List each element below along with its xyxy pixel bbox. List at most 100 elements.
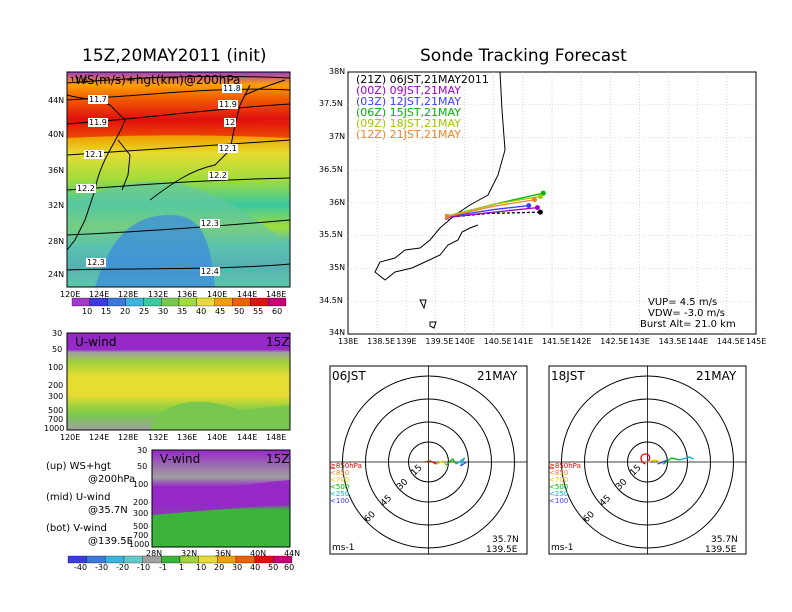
vbar-tick: 30: [232, 563, 243, 572]
colorbar-swatch: [161, 297, 180, 307]
map-lat-28: 28N: [48, 237, 65, 246]
track-lon-label: 144.5E: [716, 337, 745, 346]
hodo-trace: [424, 460, 437, 465]
contour-label: 12.2: [208, 171, 228, 180]
legend-entry: (09Z) 18JST,21MAY: [356, 117, 461, 130]
v-lat-36: 36N: [215, 549, 232, 558]
colorbar-swatch: [86, 555, 106, 564]
track-lat: 34.5N: [319, 296, 343, 305]
u-p1000: 1000: [44, 424, 65, 433]
track-lon-label: 143.5E: [658, 337, 687, 346]
colorbar-tick: 60: [272, 307, 283, 316]
track-endpoint: [537, 209, 543, 215]
u-wind-cross-section: [66, 332, 291, 431]
v-wind-label: V-wind: [160, 452, 201, 466]
track-lat: 35N: [329, 263, 346, 272]
track-endpoint: [532, 197, 538, 203]
contour-label: 11.8: [222, 84, 242, 93]
track-lon-label: 139E: [396, 337, 417, 346]
track-line: [447, 206, 538, 219]
pressure-legend-entry: <250: [549, 490, 569, 498]
u-lon-148: 148E: [266, 433, 287, 442]
contour-label: 12.1: [218, 144, 238, 153]
u-p50: 50: [52, 345, 63, 354]
track-start: [445, 214, 450, 219]
track-lon-label: 138.5E: [367, 337, 396, 346]
pressure-legend-entry: <850: [330, 469, 350, 477]
map-lon-144: 144E: [237, 290, 258, 299]
map-lon-124: 124E: [89, 290, 110, 299]
u-p700: 700: [48, 415, 64, 424]
note-bot-2: @139.5E: [88, 536, 133, 547]
track-lon-label: 140E: [454, 337, 475, 346]
legend-entry: (12Z) 21JST,21MAY: [356, 128, 461, 141]
hodo-right-unit: ms-1: [551, 543, 574, 553]
contour-label: 12.4: [200, 267, 220, 276]
track-lat: 37.5N: [319, 99, 343, 108]
note-up-1: (up) WS+hgt: [46, 461, 111, 472]
colorbar-tick: 55: [253, 307, 264, 316]
map-lon-128: 128E: [118, 290, 139, 299]
track-lat: 36N: [329, 198, 346, 207]
u-lon-144: 144E: [237, 433, 258, 442]
u-p30: 30: [52, 329, 63, 338]
legend-entry: (21Z) 06JST,21MAY2011: [356, 73, 489, 86]
map-lat-44: 44N: [48, 96, 65, 105]
colorbar-tick: 20: [120, 307, 131, 316]
map-lon-132: 132E: [148, 290, 169, 299]
vbar-tick: 50: [268, 563, 279, 572]
vbar-tick: -1: [159, 563, 167, 572]
hodo-right-lon: 139.5E: [705, 545, 737, 555]
colorbar-tick: 45: [215, 307, 226, 316]
map-lat-24: 24N: [48, 270, 65, 279]
hodo-left-time: 06JST: [332, 369, 366, 383]
vbar-tick: 40: [250, 563, 261, 572]
bottom-colorbar: [67, 555, 293, 564]
colorbar-tick: 25: [139, 307, 150, 316]
track-lat: 36.5N: [319, 165, 343, 174]
u-lon-132: 132E: [148, 433, 169, 442]
v-p300: 300: [133, 509, 149, 518]
colorbar-swatch: [89, 297, 108, 307]
u-lon-128: 128E: [118, 433, 139, 442]
colorbar-tick: 40: [196, 307, 207, 316]
track-lon-label: 145E: [746, 337, 767, 346]
v-wind-time: 15Z: [266, 452, 290, 466]
track-line: [447, 211, 541, 219]
v-p100: 100: [133, 480, 149, 489]
track-lon-label: 142.5E: [600, 337, 629, 346]
track-lon-label: 138E: [338, 337, 359, 346]
contour-label: 11.9: [218, 100, 238, 109]
track-lon-label: 141.5E: [542, 337, 570, 346]
hodo-left-date: 21MAY: [477, 369, 518, 383]
legend-entry: (03Z) 12JST,21MAY: [356, 95, 461, 108]
hodo-trace: [446, 458, 458, 466]
track-lon-label: 142E: [571, 337, 592, 346]
track-lon-label: 144E: [687, 337, 709, 346]
colorbar-tick: 30: [158, 307, 169, 316]
track-line: [446, 204, 529, 218]
vup-text: VUP= 4.5 m/s: [648, 297, 718, 308]
colorbar-swatch: [125, 297, 144, 307]
burst-text: Burst Alt= 21.0 km: [640, 319, 736, 330]
legend-entry: (06Z) 15JST,21MAY: [356, 106, 461, 119]
colorbar-swatch: [123, 555, 143, 564]
v-lat-44: 44N: [284, 549, 301, 558]
pressure-legend-entry: ≧850hPa: [330, 462, 362, 470]
v-p200: 200: [133, 498, 149, 507]
hodo-trace: [663, 457, 680, 465]
v-p500: 500: [133, 522, 149, 531]
v-lat-40: 40N: [250, 549, 267, 558]
contour-label: 12: [224, 118, 237, 127]
hodo-right-lat: 35.7N: [711, 535, 738, 545]
note-bot-1: (bot) V-wind: [46, 523, 107, 534]
vbar-tick: -30: [95, 563, 109, 572]
pressure-legend-entry: <700: [549, 476, 569, 484]
vbar-tick: -40: [74, 563, 88, 572]
v-p30: 30: [137, 446, 148, 455]
note-up-2: @200hPa: [88, 474, 136, 485]
contour-label: 11.7: [88, 95, 108, 104]
hodo-trace: [640, 453, 651, 465]
